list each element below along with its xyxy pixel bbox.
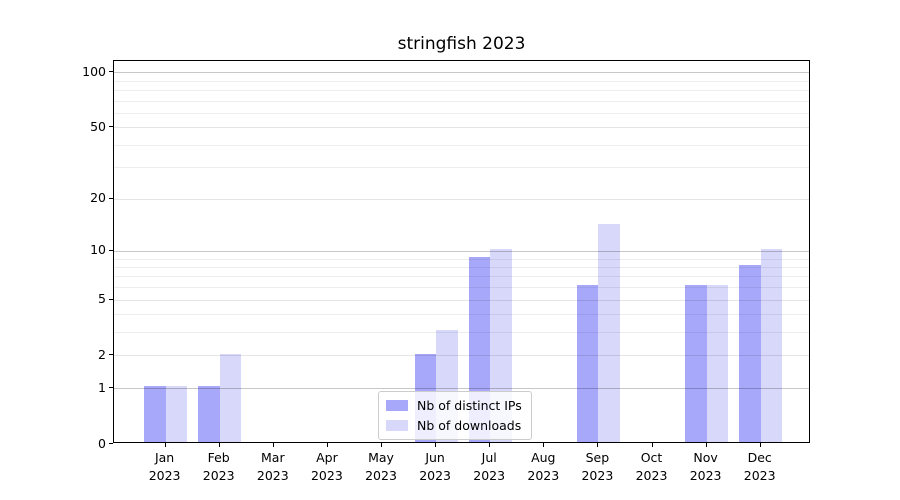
gridline-minor-30 [114, 167, 809, 169]
legend-item-distinct-ips: Nb of distinct IPs [386, 398, 522, 413]
gridline-minor-40 [114, 144, 809, 146]
gridline-1 [114, 388, 809, 390]
bar-downloads-dec [760, 248, 783, 442]
x-tick-label-jul: Jul 2023 [473, 450, 506, 483]
y-tick-label-1: 1 [98, 379, 106, 395]
legend-label-distinct-ips: Nb of distinct IPs [417, 398, 522, 413]
x-tick-mark [597, 443, 599, 447]
x-tick-mark [489, 443, 491, 447]
y-tick-mark [109, 443, 113, 444]
x-tick-mark [218, 443, 220, 447]
legend-swatch-downloads [386, 420, 408, 431]
bar-distinct-ips-nov [685, 285, 707, 442]
gridline-minor-7 [114, 276, 809, 278]
bar-distinct-ips-feb [198, 386, 220, 442]
y-tick-label-2: 2 [98, 346, 106, 362]
y-tick-mark [109, 354, 113, 356]
y-tick-label-0: 0 [98, 435, 106, 451]
x-tick-mark [435, 443, 437, 447]
legend-item-downloads: Nb of downloads [386, 418, 522, 433]
x-tick-mark [381, 443, 382, 447]
gridline-minor-60 [114, 112, 809, 114]
bar-downloads-sep [598, 223, 620, 442]
x-tick-label-apr: Apr 2023 [310, 450, 343, 483]
x-tick-mark [705, 443, 707, 447]
gridline-20 [114, 198, 809, 200]
x-tick-label-aug: Aug 2023 [527, 450, 560, 483]
y-tick-mark [109, 298, 113, 300]
chart-title: stringfish 2023 [397, 34, 526, 54]
gridline-10 [114, 250, 809, 252]
gridline-50 [114, 127, 809, 129]
gridline-5 [114, 299, 809, 301]
y-tick-mark [109, 71, 113, 73]
legend: Nb of distinct IPs Nb of downloads [378, 391, 532, 440]
gridline-minor-8 [114, 266, 809, 268]
gridline-minor-6 [114, 287, 809, 289]
x-tick-label-oct: Oct 2023 [635, 450, 668, 483]
x-tick-label-jun: Jun 2023 [419, 450, 451, 483]
y-tick-label-20: 20 [90, 190, 106, 206]
gridline-2 [114, 355, 809, 357]
gridline-100 [114, 72, 809, 74]
bar-distinct-ips-dec [739, 265, 761, 442]
y-tick-mark [109, 126, 113, 128]
legend-label-downloads: Nb of downloads [417, 418, 522, 433]
bar-downloads-jan [165, 386, 188, 442]
gridline-minor-80 [114, 89, 809, 91]
y-tick-label-10: 10 [90, 242, 106, 258]
legend-swatch-distinct-ips [386, 400, 408, 411]
plot-area [113, 60, 810, 443]
y-tick-label-100: 100 [82, 63, 106, 79]
bar-downloads-nov [706, 285, 729, 442]
x-tick-mark [326, 443, 328, 447]
x-tick-label-sep: Sep 2023 [581, 450, 614, 483]
gridline-minor-90 [114, 80, 809, 82]
bar-distinct-ips-sep [576, 285, 599, 442]
y-tick-label-5: 5 [98, 291, 106, 307]
x-tick-mark [651, 443, 653, 447]
x-tick-label-feb: Feb 2023 [202, 450, 235, 483]
x-tick-mark [164, 443, 166, 447]
x-tick-mark [759, 443, 761, 447]
gridline-minor-4 [114, 314, 809, 316]
x-tick-mark [272, 443, 274, 447]
x-tick-label-nov: Nov 2023 [689, 450, 722, 483]
x-tick-label-mar: Mar 2023 [256, 450, 289, 483]
gridline-minor-3 [114, 332, 809, 334]
y-tick-mark [109, 197, 113, 199]
gridline-minor-70 [114, 100, 809, 102]
y-tick-label-50: 50 [90, 118, 106, 134]
x-tick-label-dec: Dec 2023 [743, 450, 776, 483]
x-tick-label-jan: Jan 2023 [148, 450, 181, 483]
gridline-minor-9 [114, 258, 809, 260]
y-tick-mark [109, 249, 113, 251]
x-tick-label-may: May 2023 [365, 450, 397, 483]
bar-distinct-ips-jan [144, 386, 166, 442]
bar-downloads-feb [219, 353, 242, 442]
y-tick-mark [109, 387, 113, 389]
x-tick-mark [543, 443, 545, 447]
